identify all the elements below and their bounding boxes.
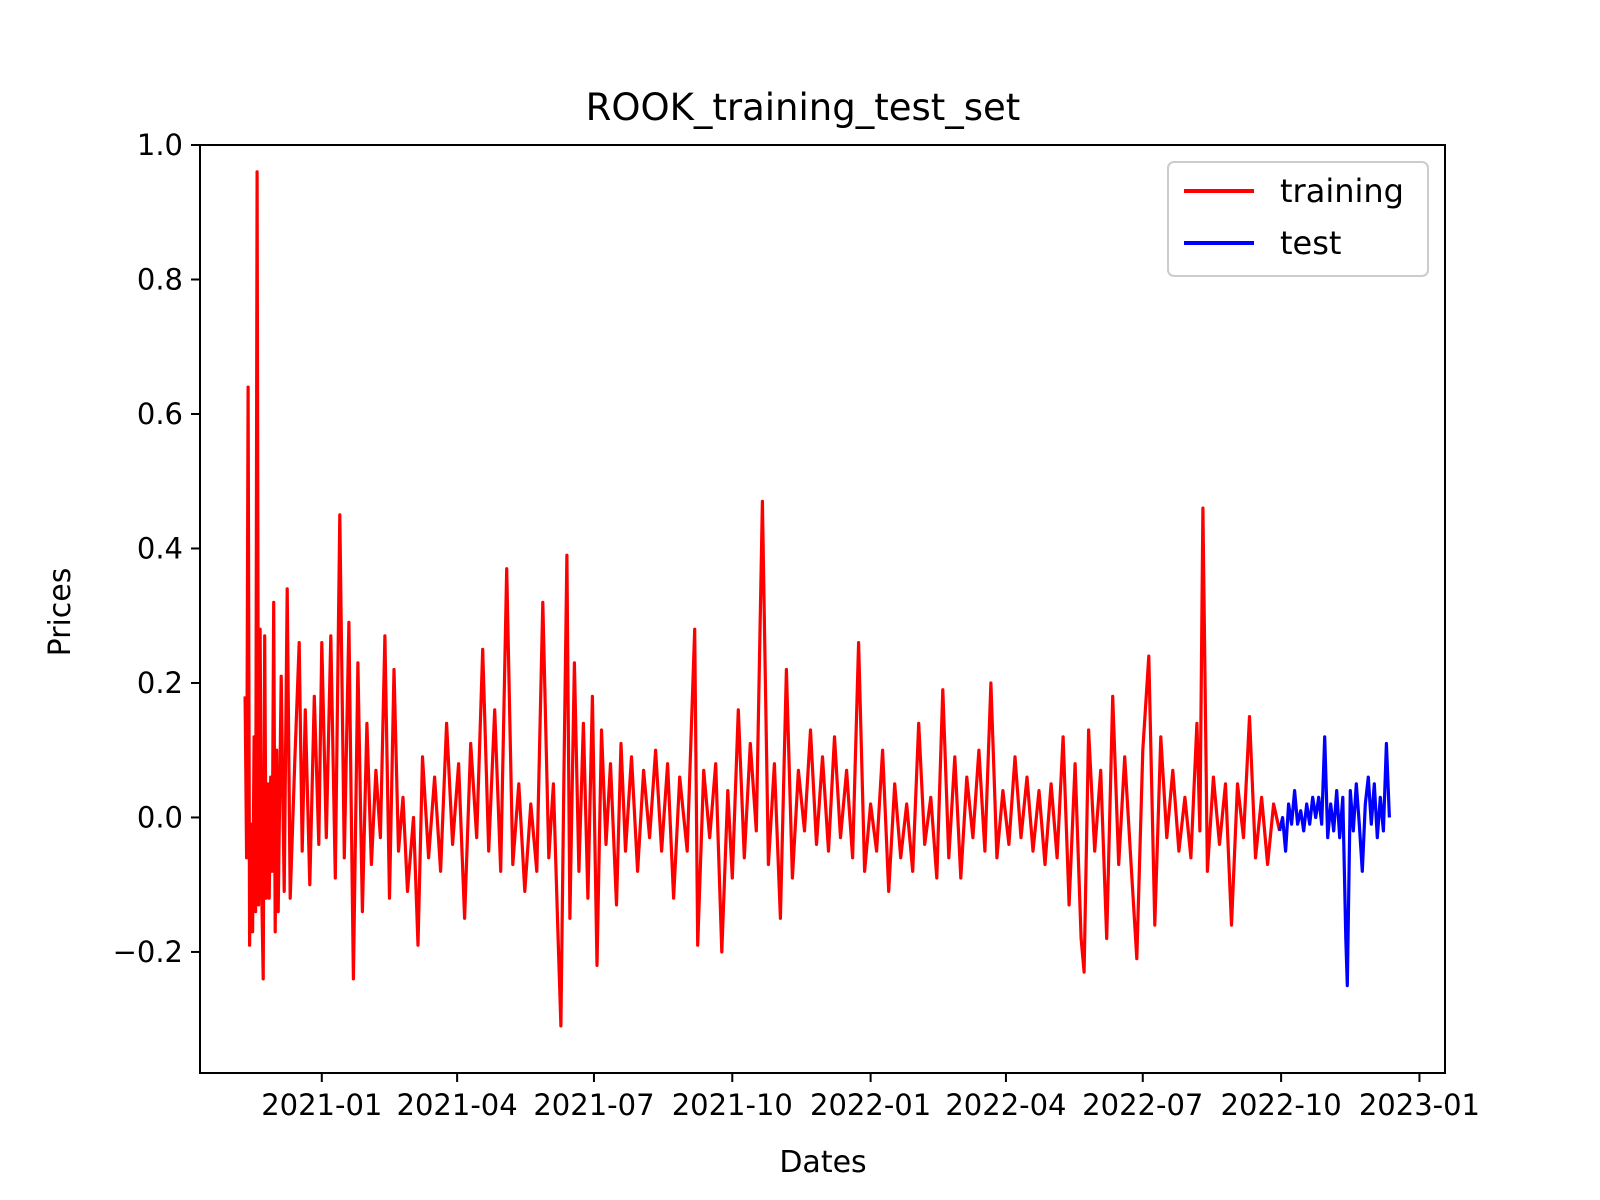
plot-frame	[199, 144, 1446, 1074]
x-tick-label: 2021-10	[672, 1088, 793, 1122]
legend-test-label: test	[1280, 224, 1341, 262]
y-tick-label: 0.4	[137, 531, 183, 565]
x-tick-label: 2021-01	[261, 1088, 382, 1122]
y-tick-label: 0.2	[137, 666, 183, 700]
x-axis: 2021-01 2021-04 2021-07 2021-10 2022-01 2022-…	[261, 1073, 1480, 1122]
x-tick-label: 2021-07	[533, 1088, 654, 1122]
series-line-test	[1278, 735, 1391, 988]
x-tick-label: 2022-01	[810, 1088, 931, 1122]
x-tick-label: 2022-10	[1221, 1088, 1342, 1122]
x-tick-label: 2021-04	[397, 1088, 518, 1122]
series-line-training	[243, 170, 1282, 1028]
y-tick-label: 0.0	[137, 800, 183, 834]
y-tick-label: 0.6	[137, 397, 183, 431]
y-tick-label: 0.8	[137, 262, 183, 296]
plot-content	[243, 170, 1391, 1028]
x-tick-label: 2023-01	[1359, 1088, 1480, 1122]
y-axis-label: Prices	[43, 568, 78, 657]
legend-training-label: training	[1280, 172, 1404, 210]
x-tick-label: 2022-04	[945, 1088, 1066, 1122]
y-tick-label: −0.2	[113, 935, 183, 969]
x-axis-label: Dates	[779, 1145, 866, 1180]
y-axis: −0.2 0.0 0.2 0.4 0.6 0.8 1.0	[113, 128, 200, 969]
legend: training test	[1167, 161, 1429, 277]
x-tick-label: 2022-07	[1082, 1088, 1203, 1122]
y-tick-label: 1.0	[137, 128, 183, 162]
chart-title: ROOK_training_test_set	[586, 86, 1021, 129]
